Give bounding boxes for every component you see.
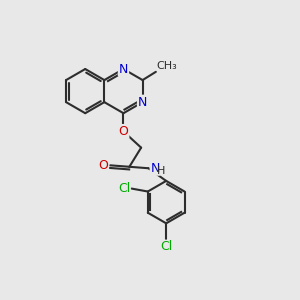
Text: Cl: Cl [160,240,172,254]
Text: O: O [98,159,108,172]
Text: N: N [119,62,128,76]
Text: H: H [157,166,165,176]
Text: Cl: Cl [118,182,130,195]
Text: N: N [151,162,160,175]
Text: CH₃: CH₃ [157,61,178,71]
Text: O: O [118,125,128,138]
Text: N: N [138,96,147,109]
